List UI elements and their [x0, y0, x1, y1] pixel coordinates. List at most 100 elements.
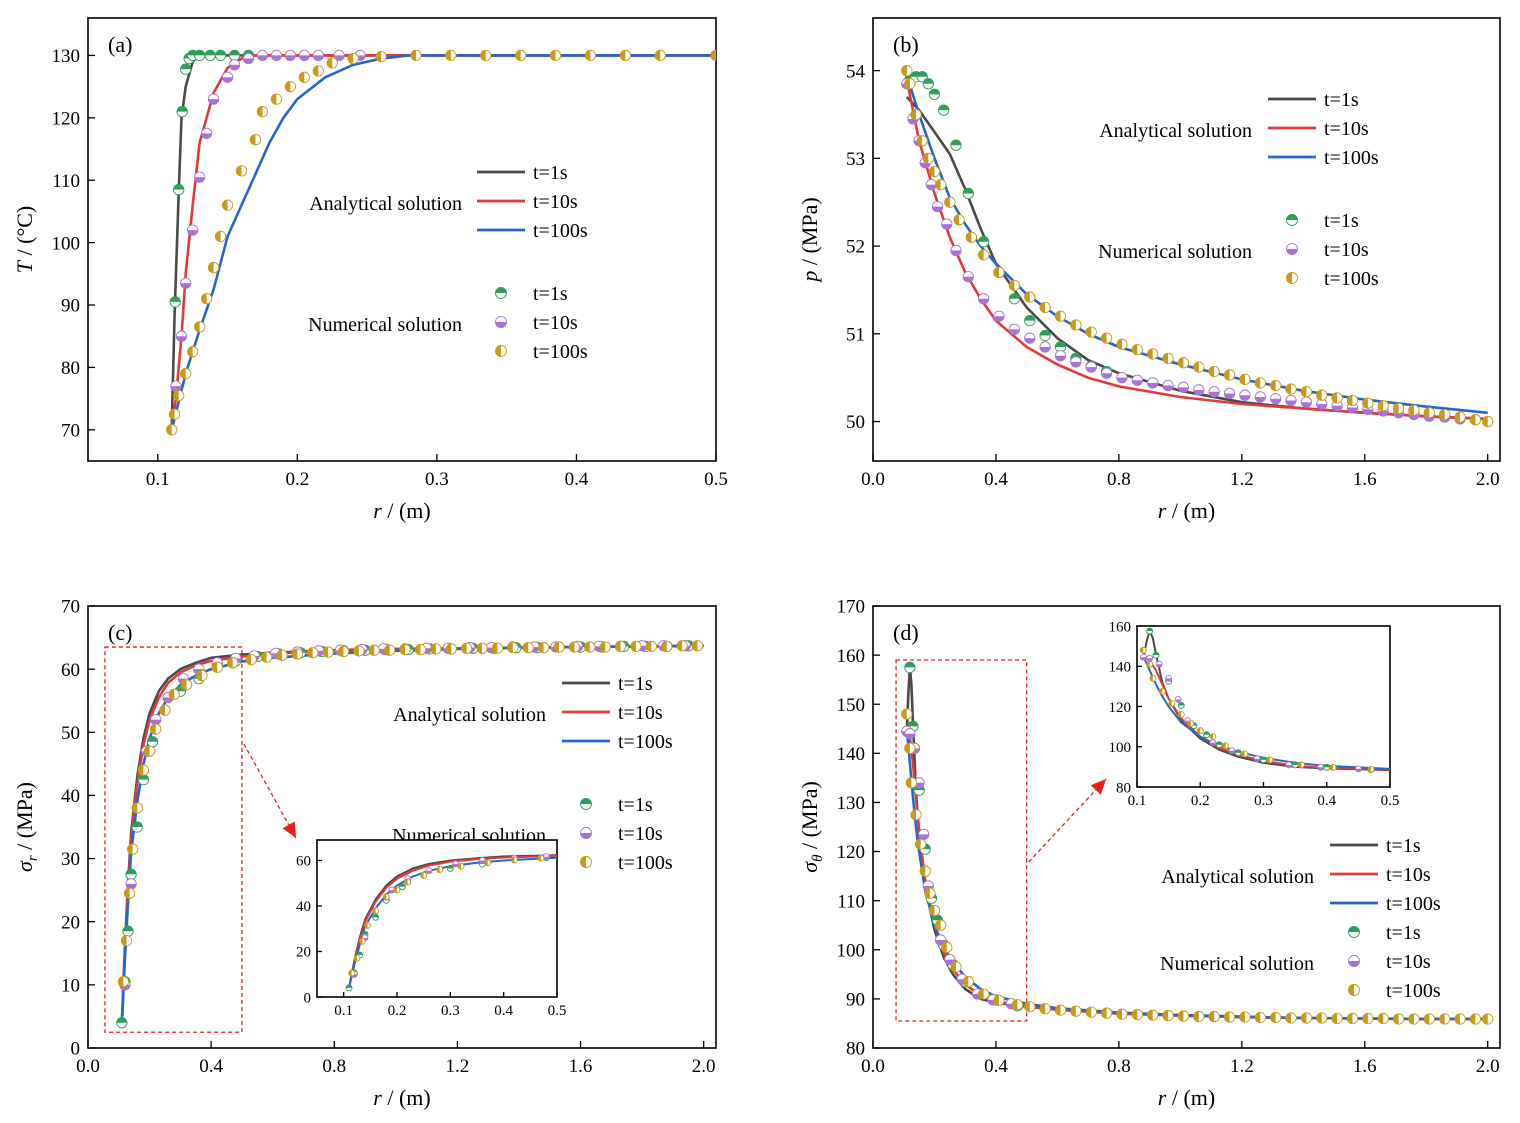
data-point-marker — [510, 856, 518, 864]
marker-fill-top — [1348, 926, 1360, 932]
y-tick-label: 100 — [1109, 740, 1132, 756]
marker-fill-left — [904, 743, 910, 754]
data-point-marker — [1193, 384, 1205, 396]
marker-fill-left — [993, 995, 1000, 1006]
data-point-marker — [353, 645, 365, 657]
data-point-marker — [270, 93, 283, 105]
data-point-marker — [211, 661, 223, 673]
data-point-marker — [941, 218, 953, 230]
zoom-arrow-line — [243, 743, 297, 839]
marker-fill-left — [1224, 369, 1230, 381]
marker-fill-left — [1330, 764, 1334, 771]
marker-fill-left — [692, 640, 698, 651]
y-axis-var: T — [12, 259, 37, 273]
data-point-marker — [1215, 741, 1223, 749]
panel-b: 0.0 0.4 0.8 1.2 1.6 2.0 50 51 52 53 54 (b) r / (m) p … — [797, 17, 1501, 523]
marker-fill-left — [399, 644, 406, 655]
x-tick-label: 0.0 — [861, 1056, 885, 1077]
marker-fill-left — [261, 651, 267, 663]
marker-fill-bottom — [1270, 398, 1281, 404]
marker-fill-left — [515, 50, 521, 61]
marker-fill-left — [1285, 1012, 1291, 1024]
data-point-marker — [1116, 372, 1128, 384]
y-tick-label: 50 — [846, 412, 865, 433]
data-point-marker — [1285, 1012, 1297, 1024]
data-point-marker — [1039, 301, 1051, 314]
marker-fill-left — [1393, 1013, 1399, 1025]
x-tick-label: 0.1 — [146, 469, 170, 490]
panel-label: (d) — [893, 620, 919, 645]
marker-fill-left — [993, 267, 1000, 278]
data-point-marker — [1454, 1013, 1466, 1025]
marker-fill-left — [978, 249, 984, 261]
series-layer — [901, 661, 1494, 1025]
marker-fill-left — [1168, 700, 1172, 707]
marker-fill-left — [1368, 766, 1372, 773]
marker-fill-top — [1039, 330, 1051, 336]
marker-fill-left — [1285, 383, 1291, 395]
marker-fill-left — [963, 976, 969, 987]
data-point-marker — [654, 49, 666, 62]
y-tick-label: 110 — [837, 891, 865, 912]
marker-fill-bottom — [194, 177, 205, 183]
data-point-marker — [934, 934, 947, 946]
data-point-marker — [1008, 279, 1021, 292]
data-point-marker — [1131, 1008, 1143, 1021]
data-point-marker — [1316, 1012, 1328, 1024]
data-point-marker — [1439, 1013, 1451, 1025]
marker-fill-bottom — [1301, 402, 1312, 408]
data-point-marker — [480, 49, 492, 62]
marker-fill-left — [901, 65, 907, 76]
marker-fill-bottom — [479, 860, 486, 864]
marker-fill-left — [1408, 1013, 1414, 1025]
data-point-marker — [1297, 761, 1305, 769]
data-point-marker — [495, 316, 507, 328]
data-point-marker — [1165, 674, 1173, 682]
inset-plot: 0.1 0.2 0.3 0.4 0.5 0 20 40 60 — [296, 839, 566, 1019]
data-point-marker — [1008, 323, 1021, 336]
y-axis-unit: / (MPa) — [12, 782, 37, 855]
marker-fill-left — [1286, 272, 1292, 284]
marker-fill-left — [953, 214, 960, 225]
data-point-marker — [1362, 397, 1374, 409]
data-point-marker — [1085, 326, 1097, 338]
marker-fill-left — [1055, 1004, 1061, 1016]
marker-fill-left — [215, 231, 221, 242]
data-point-marker — [159, 704, 171, 716]
data-point-marker — [950, 244, 962, 257]
data-point-marker — [1354, 765, 1362, 773]
marker-fill-top — [125, 869, 137, 875]
data-point-marker — [904, 78, 916, 90]
marker-fill-bottom — [1146, 658, 1153, 662]
data-point-marker — [1300, 1012, 1313, 1024]
marker-fill-top — [495, 287, 507, 293]
data-point-marker — [173, 183, 185, 196]
marker-fill-left — [227, 657, 233, 669]
data-point-marker — [1162, 1009, 1174, 1022]
data-point-marker — [1300, 396, 1313, 408]
marker-fill-bottom — [187, 230, 198, 236]
data-point-marker — [977, 249, 990, 261]
marker-fill-left — [1208, 1011, 1215, 1022]
y-tick-label: 40 — [61, 786, 80, 807]
data-point-marker — [1348, 926, 1360, 938]
data-point-marker — [1209, 739, 1217, 747]
marker-fill-bottom — [993, 316, 1005, 322]
marker-fill-top — [346, 984, 352, 988]
marker-fill-bottom — [904, 733, 916, 739]
y-tick-label: 0 — [304, 990, 312, 1006]
data-point-marker — [1193, 1010, 1205, 1023]
marker-fill-bottom — [1331, 405, 1343, 411]
panel-label: (c) — [108, 620, 132, 645]
marker-fill-left — [1140, 647, 1144, 654]
marker-fill-bottom — [1348, 961, 1360, 967]
marker-fill-bottom — [926, 184, 937, 190]
data-point-marker — [398, 883, 406, 891]
data-point-marker — [614, 640, 627, 653]
data-point-marker — [580, 856, 592, 868]
data-point-marker — [410, 49, 422, 62]
y-tick-label: 53 — [846, 149, 865, 170]
data-point-marker — [1024, 291, 1036, 303]
data-point-marker — [1362, 1012, 1374, 1025]
marker-fill-left — [523, 642, 529, 653]
